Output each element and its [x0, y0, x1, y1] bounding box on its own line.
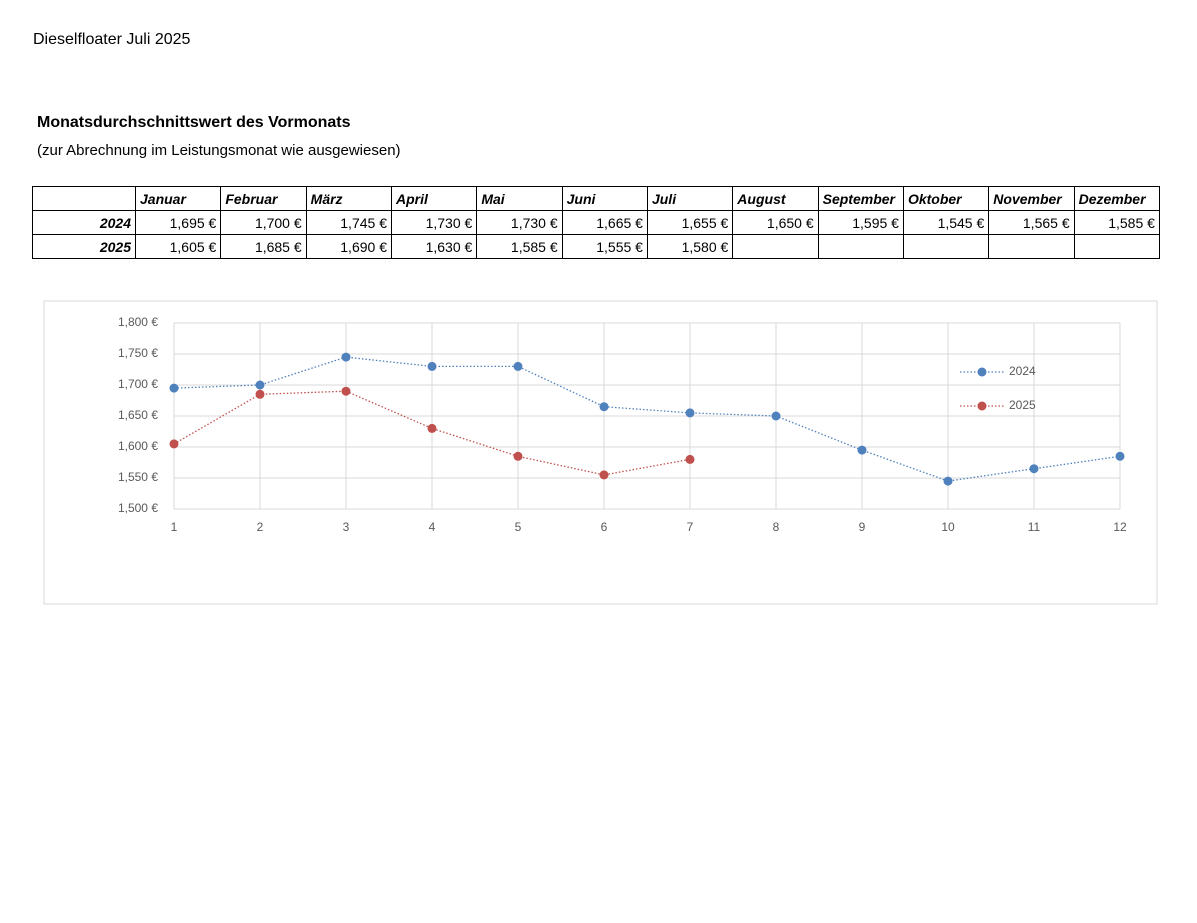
price-cell: 1,665 € [561, 210, 648, 235]
data-point [1029, 464, 1039, 474]
data-point [341, 352, 351, 362]
price-cell: 1,700 € [220, 210, 307, 235]
row-label: 2024 [32, 210, 136, 235]
data-point [427, 423, 437, 433]
empty-cell [1073, 234, 1160, 259]
x-tick-label: 5 [515, 520, 522, 534]
data-point [255, 380, 265, 390]
y-tick-label: 1,650 € [118, 408, 158, 422]
data-point [599, 470, 609, 480]
price-cell: 1,655 € [646, 210, 734, 235]
x-tick-label: 2 [257, 520, 264, 534]
row-label: 2025 [32, 234, 136, 259]
month-header: Juni [561, 186, 648, 211]
legend-label: 2024 [1009, 364, 1036, 378]
price-cell: 1,585 € [1073, 210, 1160, 235]
month-header: November [988, 186, 1075, 211]
y-tick-label: 1,750 € [118, 346, 158, 360]
x-tick-label: 10 [941, 520, 955, 534]
data-point [341, 386, 351, 396]
price-cell: 1,695 € [134, 210, 222, 235]
header-row: Januar Februar März April Mai Juni Juli August S… [32, 186, 1160, 211]
chart-frame [43, 300, 1158, 605]
price-cell: 1,650 € [732, 210, 819, 235]
month-header: Dezember [1073, 186, 1160, 211]
price-cell: 1,555 € [561, 234, 648, 259]
y-tick-label: 1,800 € [118, 315, 158, 329]
data-point [599, 402, 609, 412]
month-header: August [732, 186, 819, 211]
price-table: Januar Februar März April Mai Juni Juli August S… [32, 186, 1160, 259]
series-line [173, 356, 1121, 482]
x-tick-label: 12 [1113, 520, 1127, 534]
legend-label: 2025 [1009, 398, 1036, 412]
data-point [513, 361, 523, 371]
data-point [513, 451, 523, 461]
price-cell: 1,580 € [646, 234, 734, 259]
month-header: März [305, 186, 392, 211]
data-point [771, 411, 781, 421]
month-header: Oktober [902, 186, 990, 211]
month-header: Mai [476, 186, 563, 211]
price-cell: 1,595 € [817, 210, 904, 235]
month-header: Februar [220, 186, 307, 211]
x-tick-label: 3 [343, 520, 350, 534]
data-point [427, 361, 437, 371]
price-cell: 1,685 € [220, 234, 307, 259]
empty-cell [988, 234, 1075, 259]
price-cell: 1,730 € [476, 210, 563, 235]
data-point [255, 389, 265, 399]
x-tick-label: 4 [429, 520, 436, 534]
price-cell: 1,745 € [305, 210, 392, 235]
price-cell: 1,585 € [476, 234, 563, 259]
empty-cell [817, 234, 904, 259]
month-header: September [817, 186, 904, 211]
data-row: 2025 1,605 €1,685 €1,690 €1,630 €1,585 €1… [32, 234, 1160, 259]
y-tick-label: 1,550 € [118, 470, 158, 484]
legend-marker [977, 401, 987, 411]
legend-marker [977, 367, 987, 377]
x-tick-label: 6 [601, 520, 608, 534]
x-tick-label: 9 [859, 520, 866, 534]
y-tick-label: 1,700 € [118, 377, 158, 391]
x-tick-label: 11 [1028, 520, 1041, 534]
price-cell: 1,630 € [390, 234, 478, 259]
price-cell: 1,730 € [390, 210, 478, 235]
x-tick-label: 8 [773, 520, 780, 534]
data-point [857, 445, 867, 455]
data-point [169, 383, 179, 393]
x-tick-label: 7 [687, 520, 694, 534]
page: Dieselfloater Juli 2025 Monatsdurchschni… [32, 31, 1160, 605]
price-cell: 1,690 € [305, 234, 392, 259]
x-tick-label: 1 [171, 520, 178, 534]
y-tick-label: 1,500 € [118, 501, 158, 515]
price-cell: 1,605 € [134, 234, 222, 259]
price-cell: 1,565 € [988, 210, 1075, 235]
corner-cell [32, 186, 136, 211]
data-row: 2024 1,695 €1,700 €1,745 €1,730 €1,730 €1… [32, 210, 1160, 235]
y-tick-label: 1,600 € [118, 439, 158, 453]
data-point [685, 454, 695, 464]
price-cell: 1,545 € [902, 210, 990, 235]
empty-cell [902, 234, 990, 259]
chart: 1,500 € 1,550 € 1,600 € 1,650 € 1,700 € 1,750… [43, 300, 1158, 605]
data-point [685, 408, 695, 418]
month-header: April [390, 186, 478, 211]
month-header: Januar [134, 186, 222, 211]
empty-cell [732, 234, 819, 259]
page-title: Dieselfloater Juli 2025 [33, 31, 191, 48]
data-point [943, 476, 953, 486]
data-point [169, 439, 179, 449]
subheading: (zur Abrechnung im Leistungsmonat wie au… [37, 142, 401, 159]
heading: Monatsdurchschnittswert des Vormonats [37, 114, 351, 131]
month-header: Juli [646, 186, 734, 211]
data-point [1115, 451, 1125, 461]
